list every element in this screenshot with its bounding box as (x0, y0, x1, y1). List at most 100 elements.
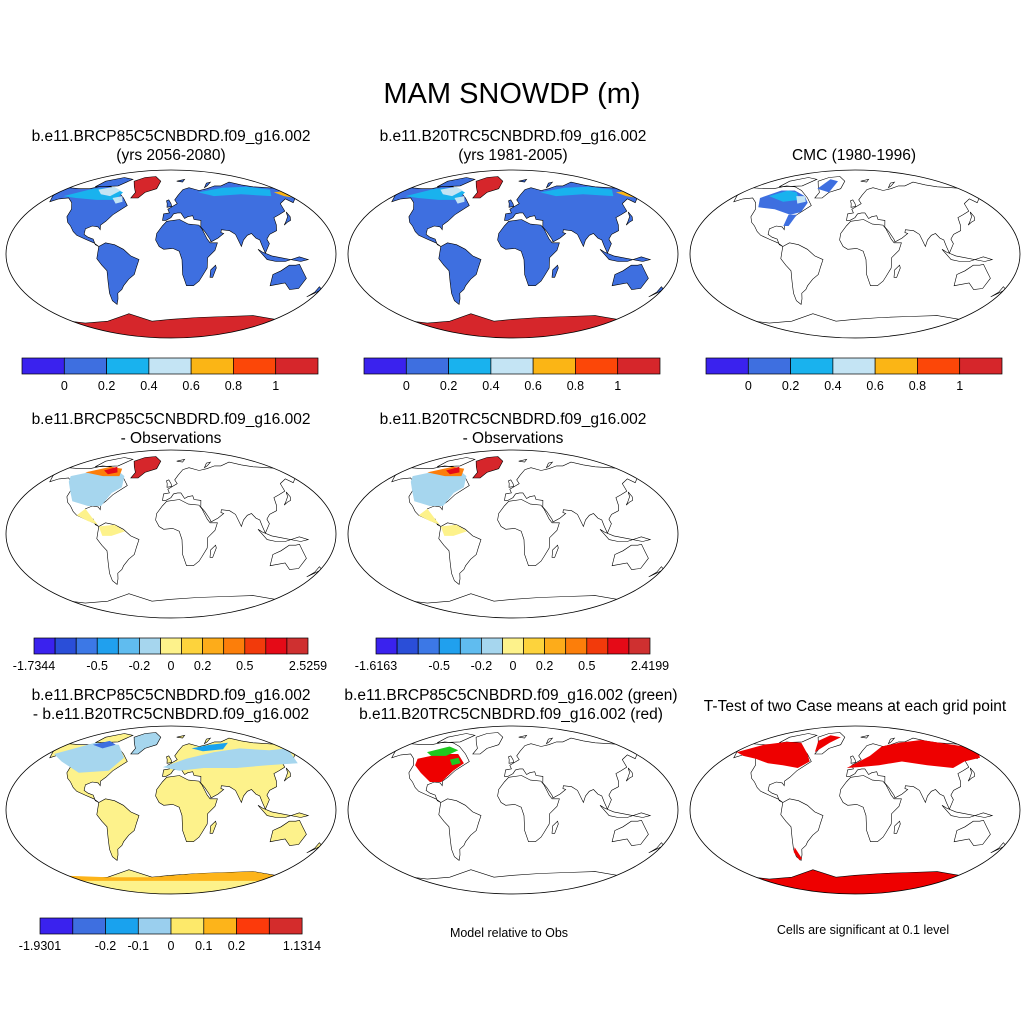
land-indonesia (257, 529, 310, 542)
colorbar-segment (396, 637, 419, 655)
land-madagascar (551, 264, 559, 278)
colorbar-segment (117, 637, 140, 655)
colorbar-segment (106, 357, 150, 375)
colorbar-segment (874, 357, 918, 375)
colorbar-panel-5: -1.6163 -0.5 -0.2 0 0.2 0.5 2.4199 (355, 637, 669, 673)
snow-region (793, 847, 802, 861)
land-uk (166, 479, 173, 488)
colorbar-tick-label: 0.1 (195, 939, 212, 953)
map-content (733, 176, 1007, 338)
land-madagascar (209, 264, 217, 278)
map-border (689, 169, 1021, 339)
colorbar-tick-label: 0.2 (228, 939, 245, 953)
colorbar-segment (544, 637, 567, 655)
colorbar-segment (502, 637, 524, 655)
colorbar-tick-label: -1.9301 (19, 939, 61, 953)
land-novaya (203, 181, 212, 189)
model-relative-note: Model relative to Obs (449, 926, 569, 940)
colorbar-tick-label: 1.1314 (283, 939, 321, 953)
colorbar-segment (223, 637, 246, 655)
colorbar-segment (959, 357, 1003, 375)
colorbar-tick-label: -0.5 (86, 659, 108, 673)
colorbar-panel-1: 0 0.2 0.4 0.6 0.8 1 (21, 357, 319, 393)
land-africa (497, 219, 560, 286)
land-nz (306, 842, 323, 854)
land-novaya (545, 461, 554, 469)
snow-region (783, 214, 797, 226)
land-uk (508, 199, 515, 208)
colorbar-segment (33, 637, 56, 655)
colorbar-segment (832, 357, 876, 375)
map-panel-2 (347, 169, 679, 339)
panel-5-title: b.e11.B20TRC5CNBDRD.f09_g16.002- Observa… (379, 411, 647, 447)
land-africa (497, 499, 560, 566)
colorbar-segment (170, 917, 205, 935)
snow-region (92, 740, 116, 749)
panel-4-title: b.e11.BRCP85C5CNBDRD.f09_g16.002- Observ… (31, 411, 311, 447)
colorbar-segment (148, 357, 192, 375)
colorbar-tick-label: 0.8 (567, 379, 584, 393)
land-australia (269, 819, 307, 846)
land-uk (166, 199, 173, 208)
snow-region (98, 186, 121, 197)
snow-region (769, 190, 800, 202)
colorbar-segment (747, 357, 791, 375)
land-greenland (472, 176, 504, 199)
land-madagascar (209, 820, 217, 834)
map-content (49, 176, 323, 338)
snow-region (418, 508, 440, 525)
land-arctic (437, 457, 476, 468)
land-namerica (391, 741, 470, 803)
map-panel-3 (689, 169, 1021, 339)
colorbar-segment (203, 917, 237, 935)
colorbar-tick-label: 0 (403, 379, 410, 393)
land-madagascar (209, 544, 217, 558)
colorbar-segment (39, 917, 74, 935)
land-samerica (96, 798, 140, 861)
colorbar-segment (481, 637, 503, 655)
map-border (689, 725, 1021, 895)
significance-note: Cells are significant at 0.1 level (776, 923, 950, 937)
colorbar-tick-label: 0.8 (225, 379, 242, 393)
colorbar-segment (417, 637, 440, 655)
colorbar-segment (459, 637, 482, 655)
land-svalbard (176, 458, 186, 463)
colorbar-segment (268, 917, 303, 935)
colorbar-segment (617, 357, 661, 375)
colorbar-segment (565, 637, 588, 655)
land-africa (839, 219, 902, 286)
land-samerica (438, 522, 482, 585)
land-australia (953, 263, 991, 290)
snow-region (98, 524, 126, 536)
colorbar-tick-label: 1 (614, 379, 621, 393)
snow-region (817, 179, 838, 193)
colorbar-tick-label: -0.1 (128, 939, 150, 953)
colorbar-tick-label: 0.6 (182, 379, 199, 393)
colorbar-segment (202, 637, 225, 655)
colorbar-tick-label: 0.2 (536, 659, 553, 673)
land-svalbard (860, 734, 870, 739)
colorbar-segment (363, 357, 407, 375)
snow-region (814, 735, 841, 753)
colorbar-tick-label: 0 (745, 379, 752, 393)
colorbar-segment (236, 917, 270, 935)
snow-region (449, 757, 461, 766)
colorbar-tick-label: 0.2 (98, 379, 115, 393)
snow-region (410, 468, 467, 506)
land-nz (648, 842, 665, 854)
land-madagascar (551, 544, 559, 558)
colorbar-segment (96, 637, 119, 655)
snow-region (112, 196, 123, 204)
land-svalbard (518, 458, 528, 463)
colorbar-tick-label: -0.5 (428, 659, 450, 673)
land-greenland (130, 456, 162, 479)
panel-2-title: b.e11.B20TRC5CNBDRD.f09_g16.002 (yrs 1981… (379, 128, 647, 164)
map-content (391, 176, 665, 338)
land-novaya (203, 461, 212, 469)
colorbar-tick-label: -1.7344 (13, 659, 55, 673)
colorbar-segment (532, 357, 576, 375)
land-nz (648, 566, 665, 578)
colorbar-segment (105, 917, 139, 935)
land-svalbard (518, 734, 528, 739)
snow-region (446, 466, 460, 475)
